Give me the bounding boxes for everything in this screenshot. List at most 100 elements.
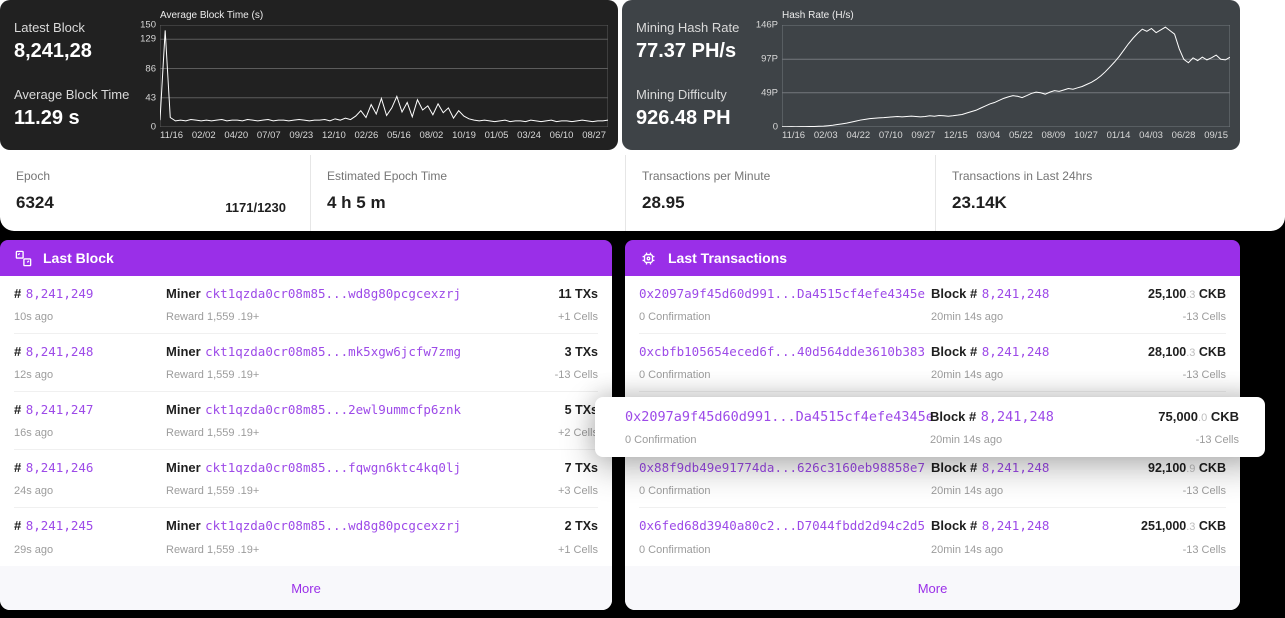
- block-row[interactable]: # 8,241,246 Miner ckt1qzda0cr08m85...fqw…: [14, 450, 598, 508]
- miner-address-link[interactable]: ckt1qzda0cr08m85...wd8g80pcgcexzrj: [205, 518, 461, 533]
- x-tick-label: 03/04: [976, 130, 1001, 141]
- tx-hash-link[interactable]: 0x88f9db49e91774da...626c3160eb98858e7: [639, 459, 925, 475]
- transaction-row[interactable]: 0x6fed68d3940a80c2...D7044fbdd2d94c2d5 B…: [639, 508, 1226, 566]
- block-row[interactable]: # 8,241,249 Miner ckt1qzda0cr08m85...wd8…: [14, 276, 598, 334]
- transaction-row[interactable]: 0xcbfb105654eced6f...40d564dde3610b383 B…: [639, 334, 1226, 392]
- x-axis: 11/16 02/02 04/20 07/07 09/23 12/10 02/26 05/16…: [132, 127, 608, 146]
- block-number-link[interactable]: 8,241,248: [25, 343, 94, 359]
- y-tick-label: 43: [145, 92, 156, 104]
- stat-estimated-epoch-time: Estimated Epoch Time 4 h 5 m: [310, 155, 625, 231]
- tx-unit: CKB: [1198, 519, 1226, 533]
- cells-delta: -13 Cells: [554, 369, 598, 382]
- tx-block-link[interactable]: 8,241,248: [981, 518, 1050, 533]
- tx-hash-link[interactable]: 0xcbfb105654eced6f...40d564dde3610b383: [639, 343, 925, 359]
- block-row[interactable]: # 8,241,248 Miner ckt1qzda0cr08m85...mk5…: [14, 334, 598, 392]
- tx-count: 2 TXs: [564, 519, 598, 533]
- card-title: Last Block: [43, 250, 114, 266]
- block-rows: # 8,241,249 Miner ckt1qzda0cr08m85...wd8…: [0, 276, 612, 566]
- x-tick-label: 10/27: [1074, 130, 1098, 141]
- x-tick-label: 04/22: [846, 130, 871, 141]
- tx-amount: 251,000: [1141, 519, 1187, 533]
- avg-block-time-label: Average Block Time: [14, 87, 130, 102]
- block-number-link[interactable]: 8,241,247: [25, 401, 94, 417]
- y-tick-label: 0: [150, 121, 156, 133]
- tx-block-link[interactable]: 8,241,248: [981, 343, 1050, 359]
- y-tick-label: 86: [145, 63, 156, 75]
- x-tick-label: 01/05: [484, 130, 509, 141]
- stat-label: Epoch: [16, 169, 51, 183]
- y-tick-label: 0: [772, 121, 778, 133]
- block-reward: Reward 1,559 .19+: [166, 544, 260, 556]
- tx-block-link[interactable]: 8,241,248: [981, 285, 1050, 301]
- tx-unit: CKB: [1198, 286, 1226, 301]
- cells-delta: +1 Cells: [557, 544, 598, 556]
- hash-rate-stats: Mining Hash Rate 77.37 PH/s Mining Diffi…: [636, 8, 754, 146]
- miner-address-link[interactable]: ckt1qzda0cr08m85...wd8g80pcgcexzrj: [205, 285, 461, 301]
- tx-count: 11 TXs: [558, 286, 598, 301]
- tx-count: 7 TXs: [564, 460, 598, 475]
- transaction-row[interactable]: 0x2097a9f45d60d991...Da4515cf4efe4345e B…: [639, 276, 1226, 334]
- miner-address-link[interactable]: ckt1qzda0cr08m85...mk5xgw6jcfw7zmg: [205, 343, 461, 359]
- block-row[interactable]: # 8,241,247 Miner ckt1qzda0cr08m85...2ew…: [14, 392, 598, 450]
- y-axis: 146P 97P 49P 0: [754, 20, 782, 133]
- x-tick-label: 12/10: [321, 130, 346, 141]
- block-number-prefix: #: [14, 459, 22, 475]
- x-tick-label: 02/26: [354, 130, 379, 141]
- tx-hash-link[interactable]: 0x2097a9f45d60d991...Da4515cf4efe4345e: [625, 408, 934, 425]
- block-time-stats: Latest Block 8,241,28 Average Block Time…: [14, 8, 132, 146]
- x-tick-label: 07/07: [256, 130, 281, 141]
- tx-age: 20min 14s ago: [930, 433, 1003, 446]
- line-plot: [782, 25, 1230, 127]
- block-row[interactable]: # 8,241,245 Miner ckt1qzda0cr08m85...wd8…: [14, 508, 598, 566]
- cells-delta: +2 Cells: [557, 427, 598, 440]
- tx-hash-link[interactable]: 0x2097a9f45d60d991...Da4515cf4efe4345e: [639, 285, 925, 301]
- latest-block-label: Latest Block: [14, 20, 85, 35]
- more-blocks-button[interactable]: More: [291, 580, 321, 596]
- x-tick-label: 01/14: [1106, 130, 1131, 141]
- more-transactions-button[interactable]: More: [917, 580, 948, 596]
- blocks-icon: [14, 249, 33, 268]
- card-title: Last Transactions: [668, 250, 788, 266]
- tx-confirmation: 0 Confirmation: [639, 544, 711, 556]
- block-reward: Reward 1,559 .19+: [166, 311, 260, 324]
- x-tick-label: 11/16: [782, 130, 806, 141]
- x-tick-label: 05/16: [387, 130, 411, 141]
- tx-unit: CKB: [1210, 409, 1239, 424]
- tx-hash-link[interactable]: 0x6fed68d3940a80c2...D7044fbdd2d94c2d5: [639, 518, 925, 533]
- x-tick-label: 03/24: [517, 130, 541, 141]
- hovered-transaction-row[interactable]: 0x2097a9f45d60d991...Da4515cf4efe4345e B…: [595, 397, 1265, 457]
- transaction-row[interactable]: 0x88f9db49e91774da...626c3160eb98858e7 B…: [639, 450, 1226, 508]
- block-number-link[interactable]: 8,241,246: [25, 459, 94, 475]
- block-number-prefix: #: [14, 518, 22, 533]
- tx-amount-decimal: .0: [1198, 412, 1208, 424]
- block-age: 16s ago: [14, 427, 54, 440]
- block-number-prefix: #: [14, 401, 22, 417]
- block-number-link[interactable]: 8,241,245: [25, 518, 94, 533]
- x-tick-label: 02/02: [191, 130, 216, 141]
- stat-value: 4 h 5 m: [327, 193, 386, 212]
- block-age: 24s ago: [14, 485, 54, 498]
- miner-address-link[interactable]: ckt1qzda0cr08m85...fqwgn6ktc4kq0lj: [205, 459, 461, 475]
- tx-confirmation: 0 Confirmation: [639, 311, 711, 324]
- x-tick-label: 12/15: [943, 130, 968, 141]
- tx-block-link[interactable]: 8,241,248: [981, 459, 1050, 475]
- block-number-link[interactable]: 8,241,249: [25, 285, 94, 301]
- tx-confirmation: 0 Confirmation: [639, 485, 711, 498]
- hash-rate-panel: Mining Hash Rate 77.37 PH/s Mining Diffi…: [622, 0, 1240, 150]
- tx-unit: CKB: [1198, 460, 1226, 475]
- tx-age: 20min 14s ago: [931, 485, 1004, 498]
- network-stats-bar: Epoch 6324 1171/1230 Estimated Epoch Tim…: [0, 155, 1240, 231]
- y-tick-label: 97P: [761, 53, 778, 65]
- block-reward: Reward 1,559 .19+: [166, 369, 260, 382]
- x-tick-label: 04/20: [224, 130, 249, 141]
- x-tick-label: 09/23: [289, 130, 314, 141]
- last-block-card: Last Block # 8,241,249 Miner ckt1qzda0cr…: [0, 240, 612, 610]
- block-number-prefix: #: [14, 285, 22, 301]
- last-block-header: Last Block: [0, 240, 612, 276]
- stat-label: Estimated Epoch Time: [327, 169, 448, 183]
- tx-block-link[interactable]: 8,241,248: [980, 408, 1054, 425]
- miner-address-link[interactable]: ckt1qzda0cr08m85...2ewl9ummcfp6znk: [205, 401, 461, 417]
- tx-count: 3 TXs: [564, 344, 598, 359]
- x-tick-label: 09/27: [911, 130, 936, 141]
